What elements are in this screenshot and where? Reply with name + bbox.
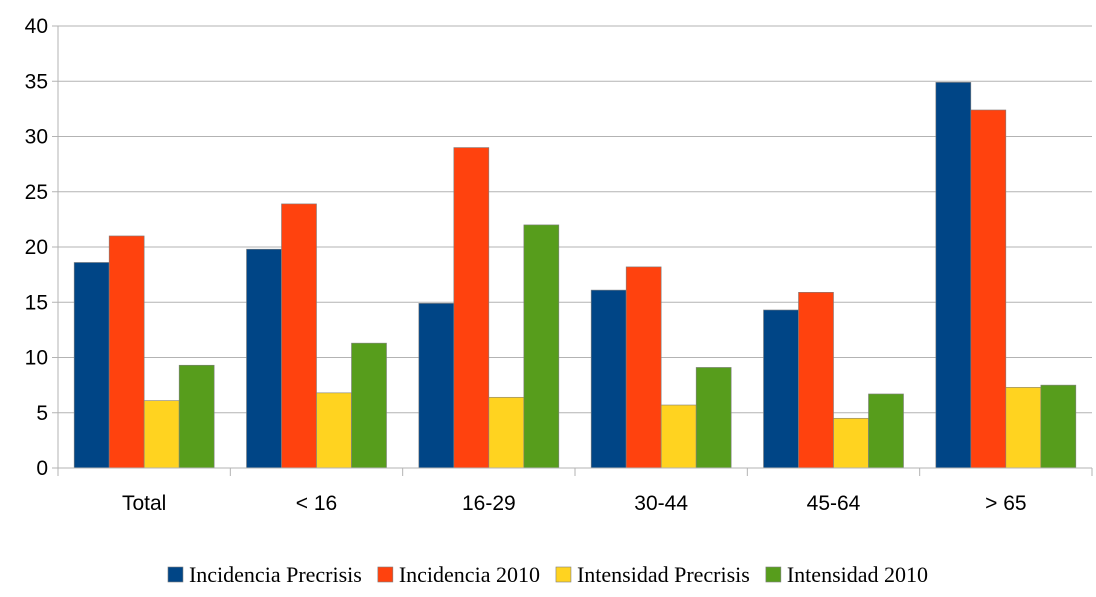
x-tick-label: < 16	[296, 492, 337, 515]
bar	[590, 289, 627, 469]
bar	[763, 309, 799, 469]
bar	[970, 109, 1007, 469]
x-tick-label: Total	[122, 492, 166, 515]
bar	[453, 147, 490, 469]
bar	[1040, 384, 1077, 469]
bars	[73, 82, 1077, 469]
x-tick-label: 30-44	[634, 492, 688, 515]
y-tick-label: 15	[25, 291, 48, 314]
bar	[523, 224, 560, 469]
bar	[281, 203, 317, 469]
y-tick-label: 40	[25, 15, 48, 38]
y-tick-label: 25	[25, 181, 48, 204]
legend-swatch	[167, 566, 184, 583]
legend-label: Intensidad 2010	[787, 562, 928, 587]
legend-swatch	[765, 566, 782, 583]
legend-label: Intensidad Precrisis	[577, 562, 750, 587]
y-tick-label: 30	[25, 126, 48, 149]
bar	[935, 82, 972, 469]
legend-item: Intensidad Precrisis	[555, 562, 750, 587]
y-tick-label: 20	[25, 236, 48, 259]
x-tick-label: 45-64	[807, 492, 861, 515]
bar	[488, 396, 525, 469]
legend-item: Incidencia 2010	[377, 562, 540, 587]
bar	[178, 364, 215, 469]
bar	[660, 404, 697, 469]
bar	[418, 303, 455, 469]
bar	[351, 342, 387, 469]
bar	[143, 400, 180, 469]
legend-label: Incidencia 2010	[399, 562, 540, 587]
legend-label: Incidencia Precrisis	[189, 562, 362, 587]
bar	[108, 235, 145, 469]
x-tick-label: 16-29	[462, 492, 516, 515]
x-tick-labels: Total < 16 16-29 30-44 45-64 > 65	[122, 492, 1027, 515]
y-tick-label: 10	[25, 347, 48, 370]
bar	[798, 292, 834, 469]
x-tick-label: > 65	[985, 492, 1026, 515]
legend-item: Intensidad 2010	[765, 562, 928, 587]
y-tick-label: 0	[36, 457, 48, 480]
legend-item: Incidencia Precrisis	[167, 562, 362, 587]
y-tick-label: 5	[36, 402, 48, 425]
y-tick-labels: 0 5 10 15 20 25 30 35 40	[25, 15, 48, 480]
bar	[73, 262, 110, 469]
bar	[833, 417, 869, 469]
bar	[316, 392, 352, 469]
bar	[868, 393, 904, 469]
bar	[1005, 387, 1042, 469]
y-tick-label: 35	[25, 70, 48, 93]
gridlines	[58, 25, 1092, 414]
bar	[625, 266, 662, 469]
bar	[695, 367, 732, 469]
legend-swatch	[377, 566, 394, 583]
legend-swatch	[555, 566, 572, 583]
legend: Incidencia Precrisis Incidencia 2010 Inten…	[167, 562, 928, 587]
axes	[52, 25, 1093, 476]
bar	[246, 248, 282, 469]
